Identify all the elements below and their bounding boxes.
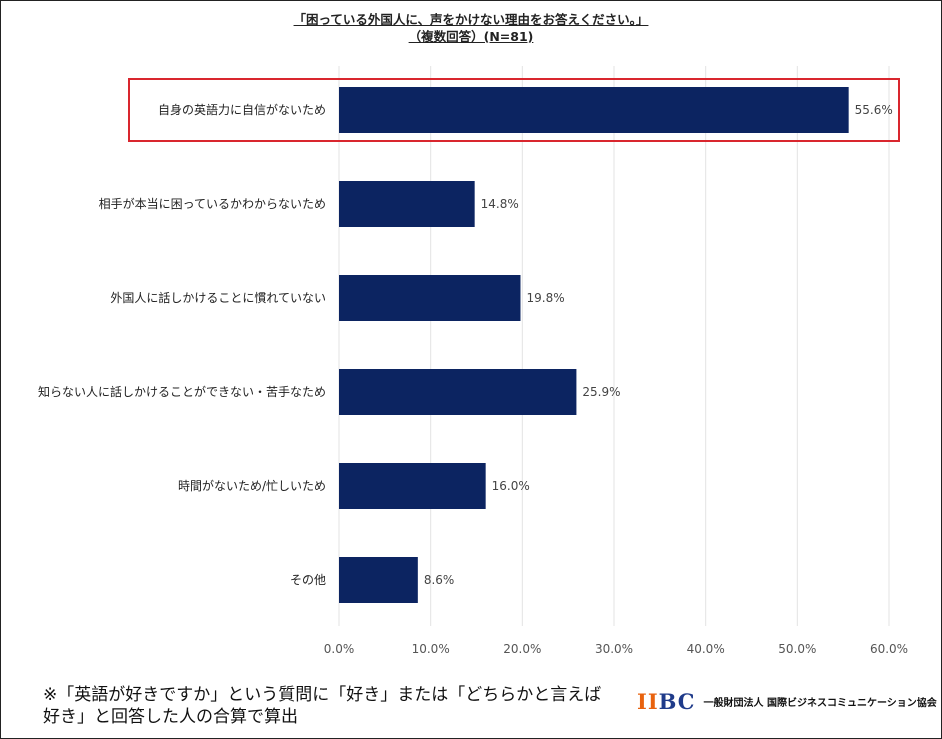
x-tick-label: 10.0% [412,642,450,656]
chart-title: 「困っている外国人に、声をかけない理由をお答えください。」 （複数回答）(N=8… [1,11,941,45]
bar-chart: 0.0% 10.0% 20.0% 30.0% 40.0% 50.0% 60.0% 自身の英語力… [38,66,908,656]
x-tick-label: 60.0% [870,642,908,656]
bar [339,557,418,603]
category-label: 時間がないため/忙しいため [178,478,326,493]
iibc-logo-mark: IIBC [637,689,696,714]
value-label: 19.8% [527,291,565,305]
highlight-box [128,78,900,142]
logo-letter-2: I [647,688,659,714]
value-label: 14.8% [481,197,519,211]
chart-title-line2: （複数回答）(N=81) [408,29,534,44]
category-label: 相手が本当に困っているかわからないため [99,196,326,211]
x-tick-label: 30.0% [595,642,633,656]
x-tick-label: 20.0% [503,642,541,656]
x-tick-label: 40.0% [687,642,725,656]
logo-letter-3: B [658,688,678,714]
value-label: 8.6% [424,573,455,587]
bar [339,275,521,321]
x-tick-label: 50.0% [778,642,816,656]
chart-title-line1: 「困っている外国人に、声をかけない理由をお答えください。」 [293,12,649,27]
value-label: 25.9% [582,385,620,399]
bar [339,87,849,133]
logo-letter-4: C [677,688,696,714]
bar [339,463,486,509]
x-tick-label: 0.0% [324,642,355,656]
bar [339,181,475,227]
footnote: ※「英語が好きですか」という質問に「好き」または「どちらかと言えば好き」と回答し… [43,685,602,727]
logo-org-name: 一般財団法人 国際ビジネスコミュニケーション協会 [703,697,937,709]
category-label: 外国人に話しかけることに慣れていない [110,290,326,305]
bar [339,369,577,415]
category-label: その他 [290,573,326,587]
value-label: 16.0% [492,479,530,493]
category-label: 自身の英語力に自信がないため [158,102,326,117]
logo-letter-1: I [637,688,648,714]
iibc-logo: IIBC 一般財団法人 国際ビジネスコミュニケーション協会 [637,689,937,714]
category-label: 知らない人に話しかけることができない・苦手なため [38,384,326,399]
value-label: 55.6% [855,103,893,117]
